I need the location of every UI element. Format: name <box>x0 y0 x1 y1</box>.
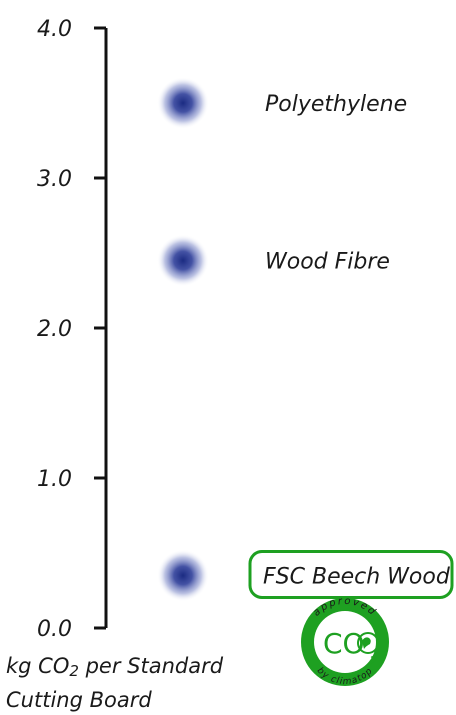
highlight-box <box>248 550 454 599</box>
data-points: Polyethylene Wood Fibre FSC Beech Wood <box>157 77 454 602</box>
data-point-label: FSC Beech Wood <box>263 565 451 590</box>
y-tick-label: 2.0 <box>37 317 72 342</box>
data-point <box>157 77 209 129</box>
data-point-label: Polyethylene <box>265 92 407 117</box>
y-tick-label: 0.0 <box>37 617 72 642</box>
data-point <box>157 234 209 287</box>
axis-title: kg CO2 per Standard Cutting Board <box>6 654 224 712</box>
co2-approved-badge-icon: approved by climatop CO 2 <box>301 596 389 687</box>
data-point-label: Wood Fibre <box>265 250 390 275</box>
y-axis: 0.0 1.0 2.0 3.0 4.0 <box>37 17 108 642</box>
y-axis-ticks: 0.0 1.0 2.0 3.0 4.0 <box>37 17 106 642</box>
data-point <box>157 549 209 602</box>
axis-title-line-1: kg CO2 per Standard <box>6 654 224 680</box>
axis-title-line-2: Cutting Board <box>6 688 152 712</box>
svg-text:2: 2 <box>370 654 378 668</box>
y-tick-label: 1.0 <box>37 467 72 492</box>
y-tick-label: 3.0 <box>37 167 72 192</box>
y-tick-label: 4.0 <box>37 17 72 42</box>
